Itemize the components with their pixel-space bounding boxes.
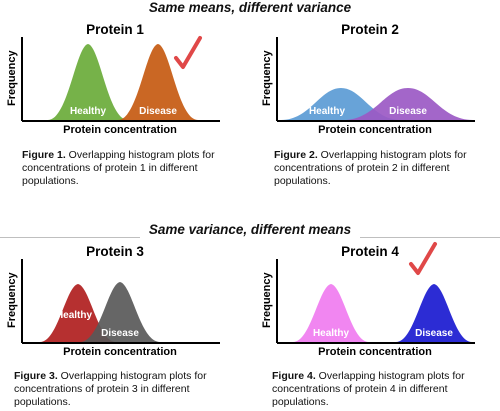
distribution-plot: Healthy Disease xyxy=(276,242,475,344)
caption-text: Overlapping histogram plots for concentr… xyxy=(272,370,465,408)
healthy-label: Healthy xyxy=(309,106,346,117)
disease-curve xyxy=(80,282,160,342)
section-title-variance: Same means, different variance xyxy=(148,0,352,15)
disease-curve xyxy=(343,88,473,120)
caption-figure-2: Figure 2. Overlapping histogram plots fo… xyxy=(274,149,499,188)
healthy-curve xyxy=(293,284,369,342)
caption-label: Figure 3. xyxy=(14,370,58,382)
healthy-curve xyxy=(48,44,128,120)
y-axis-label: Frequency xyxy=(261,272,273,328)
caption-text: Overlapping histogram plots for concentr… xyxy=(274,149,467,187)
checkmark-icon xyxy=(409,242,437,275)
x-axis-label: Protein concentration xyxy=(63,346,177,358)
panel-protein-4: Protein 4 Healthy Disease Frequency Prot… xyxy=(261,242,495,369)
disease-label: Disease xyxy=(101,328,139,339)
y-axis-label: Frequency xyxy=(261,50,273,106)
x-axis-label: Protein concentration xyxy=(318,124,432,136)
x-axis-label: Protein concentration xyxy=(63,124,177,136)
checkmark-icon xyxy=(174,36,202,69)
distribution-plot: Healthy Disease xyxy=(21,259,220,344)
distribution-plot: Healthy Disease xyxy=(21,36,220,122)
caption-figure-4: Figure 4. Overlapping histogram plots fo… xyxy=(272,370,497,409)
healthy-label: Healthy xyxy=(56,310,93,321)
caption-label: Figure 4. xyxy=(272,370,316,382)
caption-label: Figure 1. xyxy=(22,149,66,161)
disease-label: Disease xyxy=(389,106,427,117)
disease-curve xyxy=(396,284,472,342)
y-axis-label: Frequency xyxy=(6,272,18,328)
section-divider xyxy=(0,237,140,238)
x-axis-label: Protein concentration xyxy=(318,346,432,358)
healthy-label: Healthy xyxy=(70,106,107,117)
panel-protein-1: Protein 1 Healthy Disease Frequency Prot… xyxy=(6,22,240,147)
panel-title: Protein 4 xyxy=(341,244,399,259)
caption-figure-1: Figure 1. Overlapping histogram plots fo… xyxy=(22,149,247,188)
panel-title: Protein 3 xyxy=(86,244,144,259)
y-axis-label: Frequency xyxy=(6,50,18,106)
caption-text: Overlapping histogram plots for concentr… xyxy=(14,370,207,408)
panel-title: Protein 2 xyxy=(341,22,399,37)
distribution-plot: Healthy Disease xyxy=(276,37,475,122)
panel-title: Protein 1 xyxy=(86,22,144,37)
disease-label: Disease xyxy=(415,328,453,339)
healthy-label: Healthy xyxy=(313,328,350,339)
caption-text: Overlapping histogram plots for concentr… xyxy=(22,149,215,187)
caption-label: Figure 2. xyxy=(274,149,318,161)
disease-curve xyxy=(118,44,198,120)
caption-figure-3: Figure 3. Overlapping histogram plots fo… xyxy=(14,370,239,409)
panel-protein-3: Protein 3 Healthy Disease Frequency Prot… xyxy=(6,244,240,369)
section-divider xyxy=(360,237,500,238)
panel-protein-2: Protein 2 Healthy Disease Frequency Prot… xyxy=(261,22,495,147)
disease-label: Disease xyxy=(139,106,177,117)
section-title-means: Same variance, different means xyxy=(148,222,352,237)
